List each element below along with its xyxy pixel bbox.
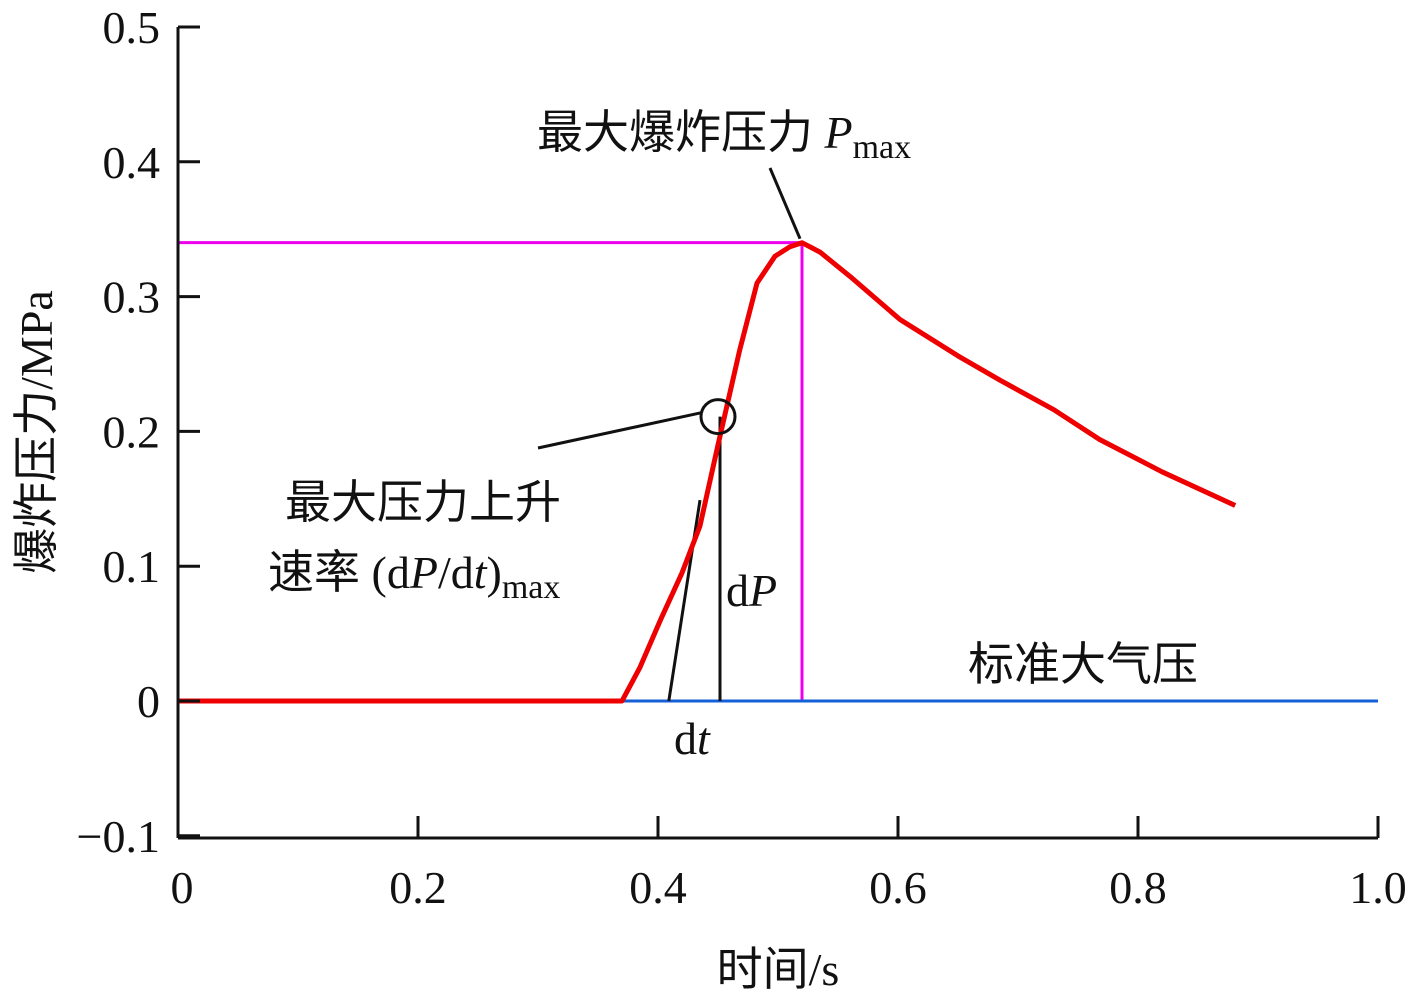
- x-tick-label: 0.4: [629, 862, 687, 913]
- y-tick-label: 0: [137, 676, 160, 727]
- y-tick-label: 0.2: [103, 406, 161, 457]
- annotation-dP: dP: [726, 565, 777, 616]
- annotation-rate-line2: 速率 (dP/dt)max: [268, 547, 560, 606]
- pmax-leader-line: [768, 167, 802, 240]
- y-tick-label: 0.3: [103, 272, 161, 323]
- y-tick-label: 0.1: [103, 541, 161, 592]
- x-tick-label: 0.2: [389, 862, 447, 913]
- pressure-curve: [178, 240, 1237, 704]
- tangent-line: [667, 499, 702, 702]
- x-tick-label: 0.6: [869, 862, 927, 913]
- x-axis-label: 时间/s: [717, 944, 840, 995]
- annotation-atmospheric: 标准大气压: [968, 639, 1198, 690]
- x-tick-label: 0: [171, 862, 194, 913]
- y-tick-label: 0.5: [103, 2, 161, 53]
- x-tick-label: 1.0: [1349, 862, 1407, 913]
- y-tick-label: 0.4: [103, 137, 161, 188]
- rate-leader-line: [537, 411, 703, 450]
- annotation-dt: dt: [674, 713, 711, 764]
- y-tick-label: −0.1: [77, 811, 160, 862]
- y-axis-label: 爆炸压力/MPa: [11, 290, 62, 574]
- max-rate-marker: [699, 398, 737, 436]
- x-tick-label: 0.8: [1109, 862, 1167, 913]
- annotation-rate-line1: 最大压力上升: [285, 477, 561, 528]
- annotation-pmax: 最大爆炸压力 Pmax: [537, 107, 911, 166]
